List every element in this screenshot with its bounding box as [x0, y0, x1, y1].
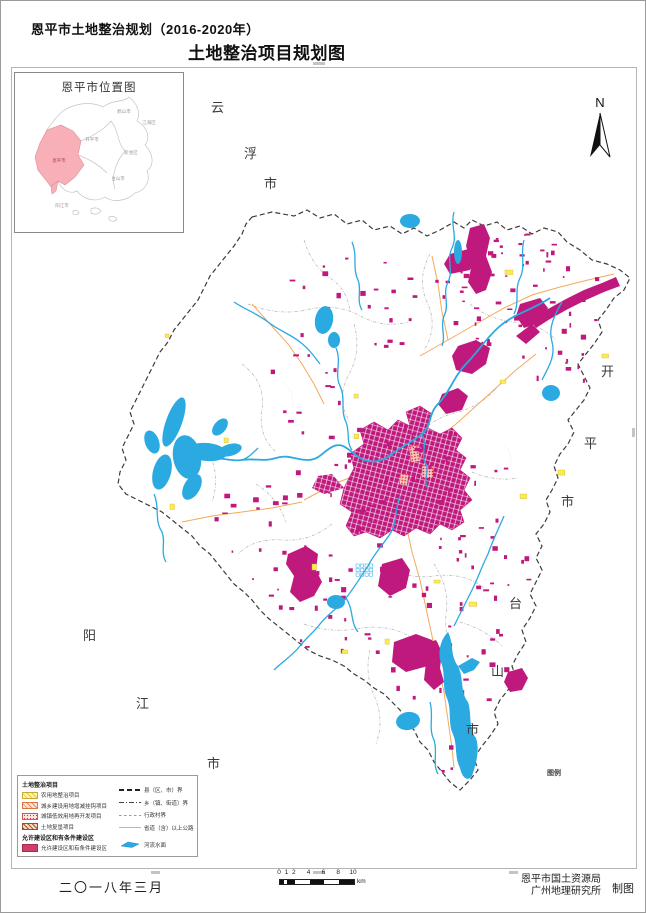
- scale-tick: 2: [291, 869, 296, 876]
- legend-item-label: 城镇低效用地再开发项目: [41, 814, 102, 820]
- map-date: 二〇一八年三月: [59, 880, 165, 895]
- inset-location-map: 恩平市位置图 鹤山市江海区开平市新会区恩平市台山市阳江市: [14, 72, 184, 233]
- publisher-block: 恩平市国土资源局 广州地理研究所: [513, 874, 601, 897]
- scale-tick: 4: [306, 869, 311, 876]
- inset-region-label: 台山市: [111, 176, 125, 181]
- inset-svg: [34, 96, 153, 222]
- road-glyph: [119, 826, 141, 829]
- plan-supertitle: 恩平市土地整治规划（2016-2020年）: [31, 22, 260, 37]
- town-boundary-glyph: [119, 801, 141, 804]
- county-boundary-glyph: [119, 789, 141, 791]
- legend-item-label: 农用地整治项目: [41, 793, 80, 799]
- scale-bar-segments: [279, 879, 355, 885]
- scale-segment: [287, 880, 295, 884]
- legend-section2-title: 允许建设区和有条件建设区: [22, 836, 95, 842]
- water-glyph: [119, 836, 141, 854]
- scale-segment: [309, 880, 325, 884]
- map-svg: [117, 209, 631, 791]
- scale-tick: 1: [284, 869, 289, 876]
- frame-tick: [151, 871, 160, 874]
- scale-segment: [280, 880, 284, 884]
- scale-tick: 8: [336, 869, 340, 876]
- north-arrow: N: [576, 89, 626, 169]
- inset-title: 恩平市位置图: [61, 82, 137, 94]
- publisher-line1: 恩平市国土资源局: [521, 874, 601, 885]
- neighbor-label-char: 开: [601, 364, 615, 379]
- township-boundaries: [203, 239, 557, 745]
- publisher-line2: 广州地理研究所: [531, 885, 601, 897]
- legend-item-label: 城乡建设用地增减挂钩项目: [41, 803, 108, 810]
- north-arrow-right-half: [599, 112, 611, 158]
- map-title: 土地整治项目规划图: [188, 44, 346, 63]
- scale-unit-label: km: [357, 878, 366, 885]
- scale-segment: [294, 880, 310, 884]
- scale-segment: [283, 880, 288, 884]
- cartography-credit: 制图: [612, 883, 634, 895]
- wide-river: [439, 632, 480, 779]
- frame-tick: [632, 428, 635, 437]
- central-city-area: [312, 405, 473, 539]
- legend-item-label: 省道（含）以上公路: [144, 825, 194, 832]
- scale-segment: [339, 880, 354, 884]
- inset-region-label: 阳江市: [55, 203, 69, 208]
- neighbor-label-char: 市: [561, 494, 575, 509]
- swatch-land-reclamation: [22, 823, 38, 830]
- neighbor-label-char: 市: [207, 756, 221, 771]
- scale-tick: 0: [277, 869, 281, 876]
- legend-item: 农用地整治项目: [22, 791, 119, 799]
- neighbor-label-char: 山: [491, 664, 505, 679]
- legend-item: 城乡建设用地增减挂钩项目: [22, 802, 119, 810]
- inset-region-label: 恩平市: [52, 158, 66, 163]
- north-arrow-left-half: [590, 113, 600, 157]
- scale-tick: 6: [321, 869, 326, 876]
- inset-region-label: 鹤山市: [117, 109, 131, 114]
- neighbor-label-char: 市: [466, 722, 480, 737]
- neighbor-label-char: 阳: [83, 628, 97, 643]
- legend-item-label: 土地复垦项目: [41, 824, 75, 831]
- neighbor-label-char: 平: [584, 436, 598, 451]
- inset-enping-highlight: [34, 124, 85, 195]
- swatch-construction-zone: [22, 844, 38, 852]
- swatch-agri-consolidation: [22, 791, 38, 799]
- frame-tick: [313, 871, 325, 874]
- legend-item-label: 行政村界: [144, 813, 167, 819]
- scale-tick: 10: [349, 869, 357, 876]
- neighbor-label-char: 浮: [244, 146, 258, 161]
- legend-item-label: 允许建设区和有条件建设区: [41, 846, 108, 852]
- agri-consolidation-patches: [164, 269, 609, 654]
- scale-segment: [324, 880, 340, 884]
- swatch-inefficient-land: [22, 812, 38, 820]
- legend-line-item: 省道（含）以上公路: [119, 824, 194, 832]
- legend-marker-label: 图例: [547, 770, 561, 777]
- pond-grid: [355, 563, 373, 577]
- legend-line-item: 县（区、市）界: [119, 786, 193, 794]
- legend-line-item: 行政村界: [119, 811, 193, 819]
- neighbor-label-char: 云: [211, 100, 225, 115]
- legend-item-label: 河流水面: [144, 843, 167, 849]
- legend-item-label: 县（区、市）界: [144, 788, 183, 794]
- swatch-linkage-project: [22, 802, 38, 809]
- neighbor-label-char: 市: [264, 176, 278, 191]
- legend-item: 城镇低效用地再开发项目: [22, 812, 119, 820]
- legend-item-label: 乡（镇、街道）界: [144, 800, 189, 807]
- inset-region-label: 新会区: [124, 150, 138, 155]
- legend-section1-title: 土地整治项目: [22, 783, 59, 789]
- frame-tick: [313, 62, 325, 65]
- inset-region-label: 开平市: [85, 137, 99, 142]
- legend-item: 允许建设区和有条件建设区: [22, 844, 119, 852]
- neighbor-label-char: 台: [509, 596, 523, 611]
- legend-item: 土地复垦项目: [22, 823, 119, 831]
- inset-region-label: 江海区: [142, 120, 156, 125]
- legend-line-item: 河流水面: [119, 836, 193, 854]
- reservoirs-and-lakes: [144, 214, 560, 731]
- legend-line-item: 乡（镇、街道）界: [119, 799, 193, 807]
- north-arrow-label-n: N: [595, 95, 604, 110]
- village-boundary-glyph: [119, 814, 141, 816]
- neighbor-label-char: 江: [136, 696, 150, 711]
- frame-tick: [509, 871, 518, 874]
- map-canvas: [11, 67, 637, 869]
- rivers: [153, 211, 563, 775]
- legend-box: 土地整治项目 农用地整治项目 城乡建设用地增减挂钩项目 城镇低效用地再开发项目 …: [17, 775, 198, 857]
